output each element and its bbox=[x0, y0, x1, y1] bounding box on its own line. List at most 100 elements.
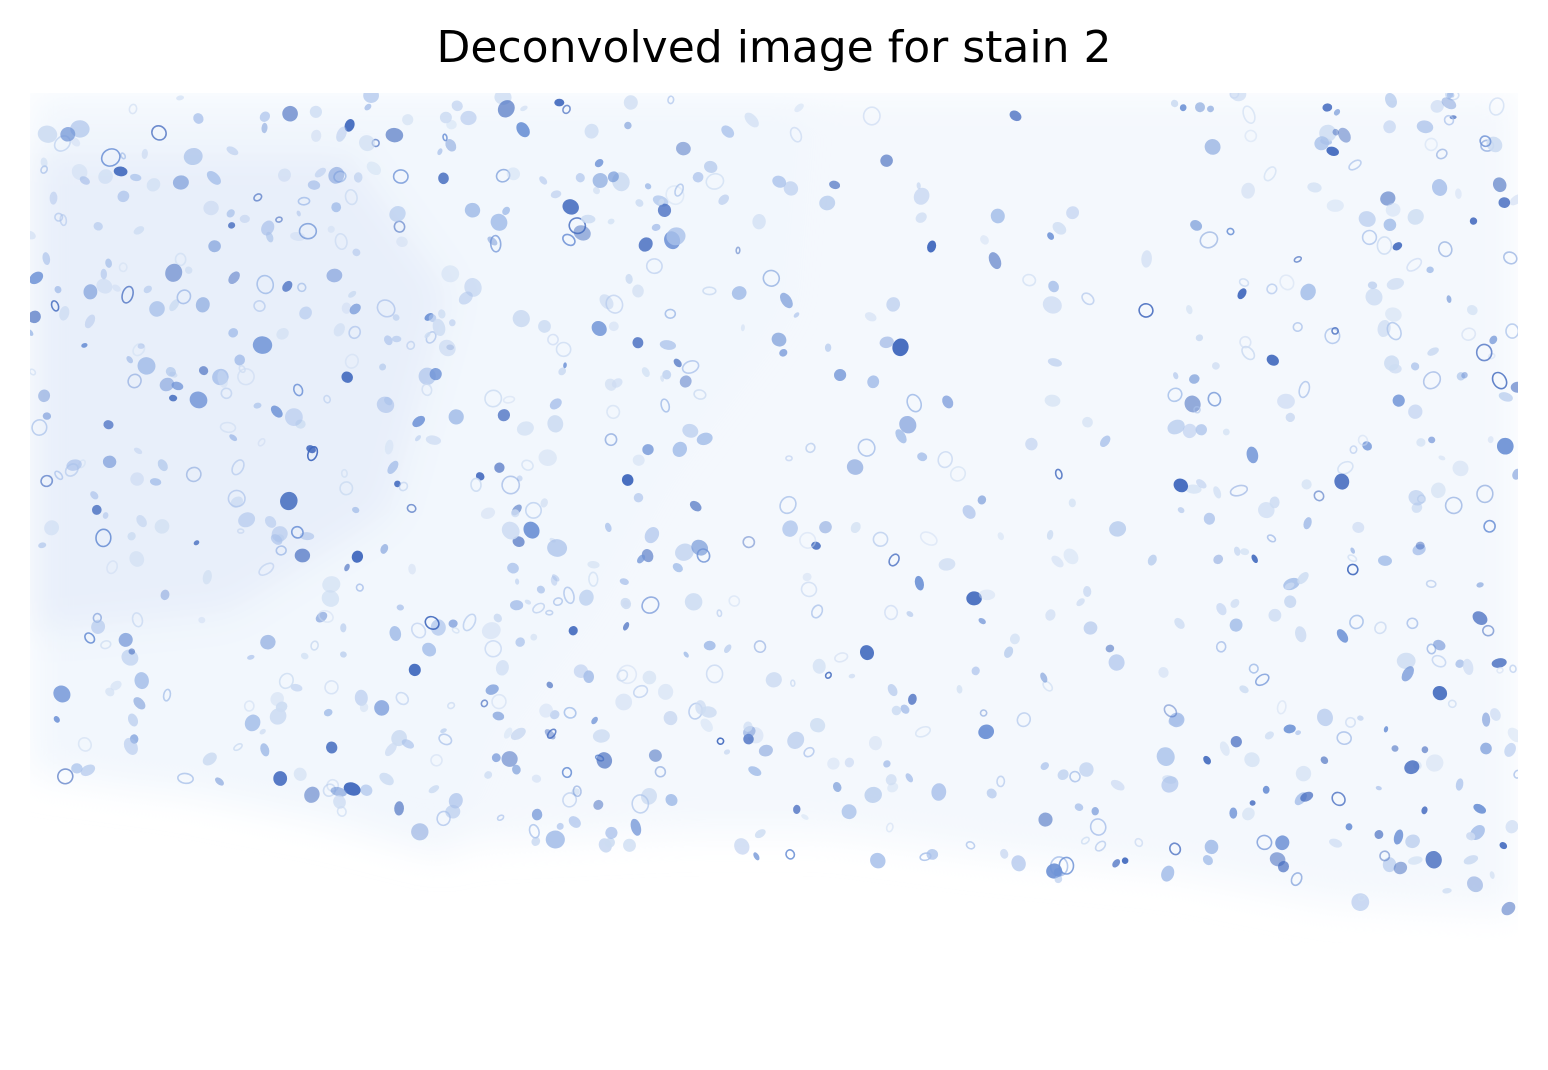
cell-nucleus bbox=[1040, 762, 1049, 771]
cell-nucleus bbox=[716, 609, 723, 618]
cell-nucleus bbox=[844, 757, 855, 768]
cell-nucleus bbox=[819, 195, 836, 211]
cell-nucleus bbox=[349, 303, 361, 315]
cell-nucleus bbox=[1147, 554, 1157, 566]
cell-nucleus bbox=[1173, 478, 1189, 493]
cell-nucleus bbox=[592, 729, 610, 743]
cell-nucleus bbox=[1357, 434, 1369, 446]
cell-nucleus bbox=[1222, 428, 1230, 436]
cell-nucleus bbox=[1383, 218, 1397, 232]
cell-nucleus bbox=[1405, 834, 1420, 849]
cell-nucleus bbox=[988, 252, 1002, 270]
cell-nucleus bbox=[793, 804, 801, 814]
cell-nucleus bbox=[1407, 209, 1424, 225]
cell-nucleus bbox=[1207, 391, 1222, 407]
cell-nucleus bbox=[1406, 257, 1423, 272]
cell-nucleus bbox=[848, 673, 856, 679]
cell-nucleus bbox=[1378, 555, 1392, 566]
cell-nucleus bbox=[1266, 354, 1279, 366]
cell-nucleus bbox=[1195, 102, 1205, 113]
cell-nucleus bbox=[824, 671, 832, 679]
cell-nucleus bbox=[42, 252, 51, 266]
cell-nucleus bbox=[1375, 785, 1382, 791]
cell-nucleus bbox=[422, 642, 437, 657]
cell-nucleus bbox=[1239, 685, 1249, 694]
cell-nucleus bbox=[538, 449, 557, 467]
cell-nucleus bbox=[644, 527, 660, 544]
cell-nucleus bbox=[253, 193, 263, 202]
cell-nucleus bbox=[366, 161, 382, 176]
cell-nucleus bbox=[962, 505, 976, 519]
cell-nucleus bbox=[71, 163, 88, 181]
tissue-micrograph-image bbox=[30, 93, 1518, 943]
cell-nucleus bbox=[376, 396, 395, 414]
cell-nucleus bbox=[323, 394, 332, 404]
cell-nucleus bbox=[810, 604, 824, 619]
cell-nucleus bbox=[439, 111, 452, 124]
cell-nucleus bbox=[310, 640, 319, 651]
cell-nucleus bbox=[253, 402, 262, 409]
cell-nucleus bbox=[1469, 217, 1478, 225]
cell-nucleus bbox=[448, 319, 456, 327]
cell-nucleus bbox=[1277, 393, 1295, 409]
cell-nucleus bbox=[675, 543, 694, 561]
cell-nucleus bbox=[1509, 194, 1518, 206]
cell-nucleus bbox=[165, 366, 176, 377]
cell-nucleus bbox=[1446, 295, 1452, 303]
cell-nucleus bbox=[1391, 745, 1399, 752]
cell-nucleus bbox=[857, 438, 876, 457]
cell-nucleus bbox=[489, 234, 502, 253]
cell-nucleus bbox=[1138, 302, 1154, 318]
cell-nucleus bbox=[273, 771, 288, 786]
cell-nucleus bbox=[1396, 652, 1416, 670]
cell-nucleus bbox=[172, 175, 189, 190]
cell-nucleus bbox=[1479, 135, 1492, 148]
cell-nucleus bbox=[1392, 242, 1403, 251]
cell-nucleus bbox=[588, 571, 599, 587]
cell-nucleus bbox=[1441, 97, 1457, 110]
cell-nucleus bbox=[752, 214, 766, 230]
cell-nucleus bbox=[1186, 305, 1193, 315]
cell-nucleus bbox=[1338, 127, 1351, 143]
cell-nucleus bbox=[448, 409, 464, 425]
cell-nucleus bbox=[1230, 93, 1247, 102]
cell-nucleus bbox=[793, 312, 800, 318]
cell-nucleus bbox=[605, 826, 618, 839]
cell-nucleus bbox=[545, 830, 565, 849]
cell-nucleus bbox=[257, 437, 266, 447]
cell-nucleus bbox=[1054, 875, 1063, 884]
cell-nucleus bbox=[441, 265, 460, 283]
cell-nucleus bbox=[607, 171, 619, 183]
cell-nucleus bbox=[275, 545, 287, 556]
cell-nucleus bbox=[635, 199, 644, 207]
cell-nucleus bbox=[1199, 231, 1219, 249]
cell-nucleus bbox=[1317, 708, 1333, 727]
cell-nucleus bbox=[1476, 484, 1494, 504]
cell-nucleus bbox=[502, 206, 510, 216]
cell-nucleus bbox=[1393, 861, 1408, 875]
cell-nucleus bbox=[563, 586, 575, 605]
cell-nucleus bbox=[1332, 128, 1339, 136]
cell-nucleus bbox=[887, 684, 898, 697]
cell-nucleus bbox=[782, 520, 798, 537]
cell-nucleus bbox=[270, 405, 283, 418]
cell-nucleus bbox=[236, 528, 245, 534]
cell-nucleus bbox=[299, 306, 312, 320]
cell-nucleus bbox=[260, 634, 276, 650]
cell-nucleus bbox=[783, 181, 799, 196]
cell-nucleus bbox=[552, 597, 564, 607]
cell-nucleus bbox=[1431, 654, 1447, 668]
cell-nucleus bbox=[106, 560, 119, 575]
cell-nucleus bbox=[568, 626, 578, 636]
cell-nucleus bbox=[121, 285, 134, 304]
cell-nucleus bbox=[83, 284, 98, 300]
cell-nucleus bbox=[1279, 274, 1295, 291]
cell-nucleus bbox=[1242, 105, 1256, 125]
cell-nucleus bbox=[1498, 392, 1513, 402]
cell-nucleus bbox=[620, 597, 632, 610]
cell-nucleus bbox=[458, 291, 473, 305]
cell-nucleus bbox=[392, 169, 409, 184]
cell-nucleus bbox=[606, 404, 621, 420]
cell-nucleus bbox=[914, 725, 932, 738]
cell-nucleus bbox=[490, 213, 508, 231]
